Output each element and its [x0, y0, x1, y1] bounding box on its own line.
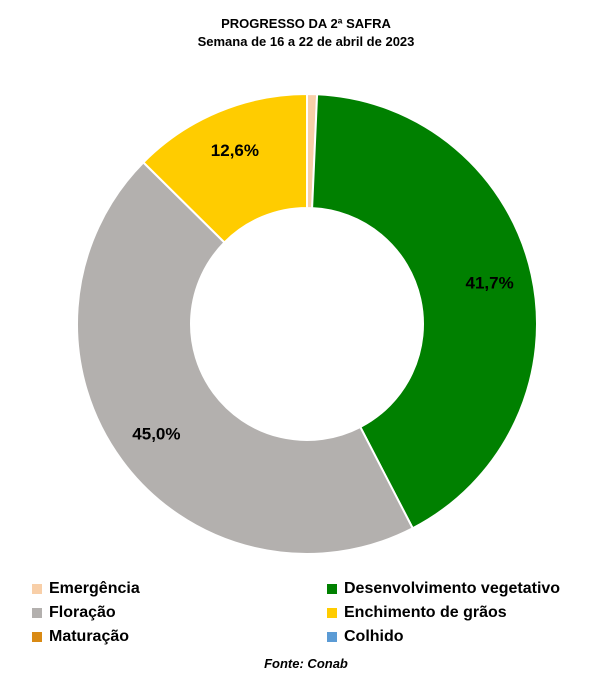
legend-label: Desenvolvimento vegetativo	[344, 580, 561, 597]
slice-2	[76, 160, 415, 555]
donut-chart: 41,7% 45,0% 12,6%	[76, 92, 538, 555]
legend-item-desenvolvimento-vegetativo: Desenvolvimento vegetativo	[327, 580, 560, 598]
slice-3	[141, 92, 308, 244]
chart-subtitle: Semana de 16 a 22 de abril de 2023	[197, 34, 415, 49]
legend-swatch	[32, 632, 42, 642]
slice-1	[311, 93, 538, 530]
slice-label-2: 45,0%	[132, 424, 180, 443]
slice-label-3: 12,6%	[211, 141, 259, 160]
legend: Emergência Desenvolvimento vegetativo Fl…	[0, 580, 612, 652]
legend-item-colhido: Colhido	[327, 628, 404, 646]
legend-swatch	[327, 608, 337, 618]
legend-label: Floração	[49, 604, 116, 621]
legend-swatch	[327, 584, 337, 594]
legend-item-enchimento-de-graos: Enchimento de grãos	[327, 604, 507, 622]
source-note: Fonte: Conab	[264, 656, 348, 671]
legend-label: Maturação	[49, 628, 130, 645]
legend-swatch	[327, 632, 337, 642]
legend-item-emergencia: Emergência	[32, 580, 140, 598]
legend-label: Enchimento de grãos	[344, 604, 507, 621]
legend-swatch	[32, 608, 42, 618]
chart-title: PROGRESSO DA 2ª SAFRA	[221, 16, 391, 31]
legend-swatch	[32, 584, 42, 594]
legend-label: Emergência	[49, 580, 140, 597]
legend-item-maturacao: Maturação	[32, 628, 129, 646]
legend-label: Colhido	[344, 628, 404, 645]
legend-item-floracao: Floração	[32, 604, 116, 622]
slice-label-1: 41,7%	[466, 273, 514, 292]
